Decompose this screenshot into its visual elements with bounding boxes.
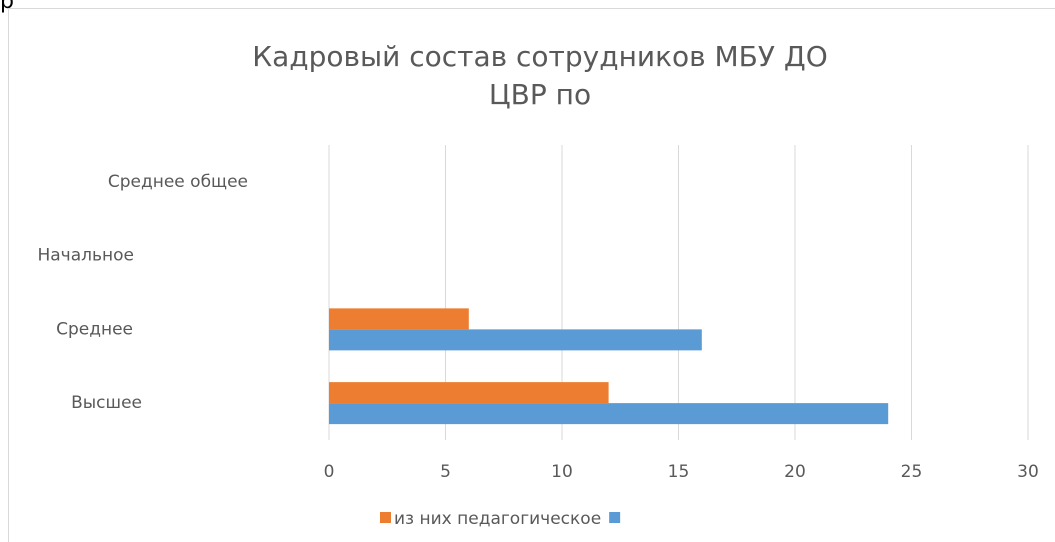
y-tick-label: Среднее общее bbox=[108, 172, 248, 192]
bar bbox=[329, 308, 469, 330]
x-tick-label: 15 bbox=[668, 462, 690, 482]
chart-title: Кадровый состав сотрудников МБУ ДО bbox=[252, 40, 828, 73]
y-tick-label: Высшее bbox=[71, 393, 142, 413]
text-fragment: р bbox=[0, 0, 14, 14]
legend-swatch bbox=[609, 512, 621, 523]
chart-title: ЦВР по bbox=[489, 78, 591, 111]
y-tick-label: Среднее bbox=[56, 319, 133, 339]
bar bbox=[329, 403, 889, 425]
legend-swatch bbox=[380, 512, 391, 523]
x-tick-label: 5 bbox=[440, 462, 451, 482]
x-tick-label: 30 bbox=[1017, 462, 1039, 482]
chart-border bbox=[8, 8, 1055, 542]
x-tick-label: 20 bbox=[784, 462, 806, 482]
y-tick-label: Начальное bbox=[37, 246, 134, 266]
x-tick-label: 25 bbox=[901, 462, 923, 482]
legend-label: из них педагогическое bbox=[394, 509, 601, 529]
x-tick-label: 10 bbox=[551, 462, 573, 482]
x-tick-label: 0 bbox=[324, 462, 335, 482]
bar bbox=[329, 382, 609, 404]
bar bbox=[329, 329, 702, 351]
